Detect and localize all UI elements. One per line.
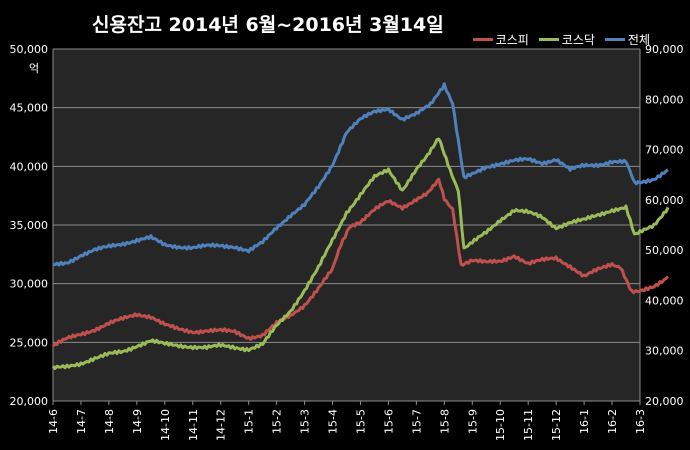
x-tick-label: 16-1	[578, 409, 591, 434]
x-tick-label: 14-9	[131, 409, 144, 434]
legend-label-kospi: 코스피	[495, 33, 529, 47]
x-tick-label: 15-10	[494, 409, 507, 441]
x-tick-label: 15-12	[550, 409, 563, 441]
left-tick-label: 35,000	[10, 219, 49, 232]
right-tick-label: 60,000	[645, 194, 684, 207]
series-line-total	[52, 82, 669, 267]
legend-label-total: 전체	[627, 33, 650, 47]
x-tick-label: 15-8	[438, 409, 451, 434]
x-tick-label: 15-5	[354, 409, 367, 434]
series-line-kospi	[51, 177, 670, 348]
x-tick-label: 14-7	[75, 409, 88, 434]
legend-label-kosdaq: 코스닥	[561, 33, 595, 47]
legend-item-kospi: 코스피	[472, 31, 529, 48]
x-tick-label: 15-3	[299, 409, 312, 434]
x-tick-label: 16-3	[634, 409, 647, 434]
legend: 코스피 코스닥 전체	[472, 31, 650, 48]
series-line-kosdaq	[51, 137, 670, 370]
axes: 20,000 25,000 30,000 35,000 40,000 45,000 50,0…	[10, 43, 684, 441]
x-tick-label: 15-4	[327, 409, 340, 434]
left-tick-label: 25,000	[10, 336, 49, 349]
right-tick-label: 30,000	[645, 345, 684, 358]
x-tick-label: 15-7	[410, 409, 423, 434]
x-tick-label: 14-10	[159, 409, 172, 441]
right-tick-label: 20,000	[645, 395, 684, 408]
left-tick-label: 30,000	[10, 278, 49, 291]
legend-item-kosdaq: 코스닥	[538, 31, 595, 48]
legend-item-total: 전체	[604, 31, 650, 48]
chart-title: 신용잔고 2014년 6월~2016년 3월14일	[92, 14, 444, 36]
x-tick-label: 15-11	[522, 409, 535, 441]
right-tick-label: 40,000	[645, 294, 684, 307]
x-tick-label: 15-9	[466, 409, 479, 434]
x-tick-label: 15-1	[243, 409, 256, 434]
left-tick-label: 45,000	[10, 102, 49, 115]
right-tick-label: 90,000	[645, 43, 684, 56]
x-tick-label: 15-2	[271, 409, 284, 434]
x-tick-label: 14-12	[215, 409, 228, 441]
legend-swatch-total	[604, 38, 625, 41]
legend-swatch-kospi	[472, 38, 493, 41]
left-tick-label: 40,000	[10, 160, 49, 173]
x-tick-label: 16-2	[606, 409, 619, 434]
series-group	[51, 82, 670, 370]
x-tick-label: 14-8	[103, 409, 116, 434]
right-tick-label: 50,000	[645, 244, 684, 257]
x-tick-label: 15-6	[382, 409, 395, 434]
left-tick-label: 20,000	[10, 395, 49, 408]
right-tick-label: 70,000	[645, 144, 684, 157]
x-tick-label: 14-11	[187, 409, 200, 441]
right-tick-label: 80,000	[645, 93, 684, 106]
y-unit-label: 억	[29, 62, 39, 75]
legend-swatch-kosdaq	[538, 38, 559, 41]
x-tick-label: 14-6	[47, 409, 60, 434]
left-tick-label: 50,000	[10, 43, 49, 56]
